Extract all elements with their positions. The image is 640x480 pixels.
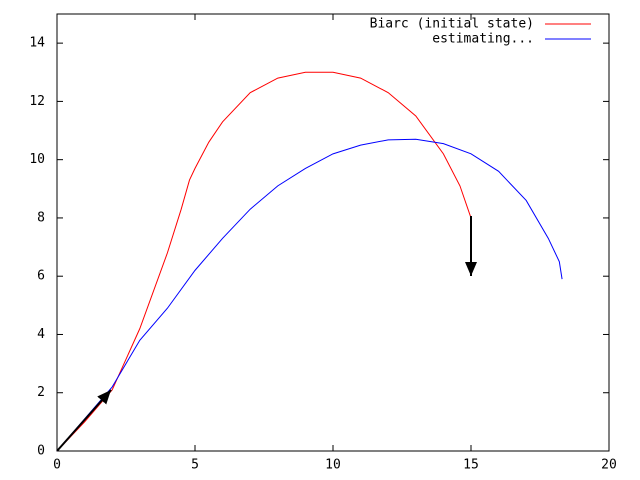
series-line: [56, 71, 472, 452]
y-tick-label: 12: [29, 94, 45, 109]
x-tick-label: 15: [463, 458, 479, 473]
y-tick-label: 10: [29, 152, 45, 167]
legend-label: Biarc (initial state): [370, 17, 534, 32]
start-tangent-arrow: [56, 389, 112, 452]
y-tick-label: 0: [37, 444, 45, 459]
x-tick-label: 10: [325, 458, 341, 473]
x-tick-label: 0: [53, 458, 61, 473]
x-tick-label: 20: [601, 458, 617, 473]
y-tick-label: 14: [29, 36, 45, 51]
y-tick-label: 4: [37, 327, 45, 342]
plot-area: 0 5 10 15 20 0 2 4 6 8 10 12 14 Biarc (initial state)…: [29, 14, 617, 473]
y-tick-label: 6: [37, 269, 45, 284]
series-line: [56, 138, 563, 452]
y-tick-label: 2: [37, 385, 45, 400]
x-tick-label: 5: [191, 458, 199, 473]
y-tick-label: 8: [37, 210, 45, 225]
plot-border: [56, 13, 610, 452]
legend-label: estimating...: [432, 32, 534, 47]
